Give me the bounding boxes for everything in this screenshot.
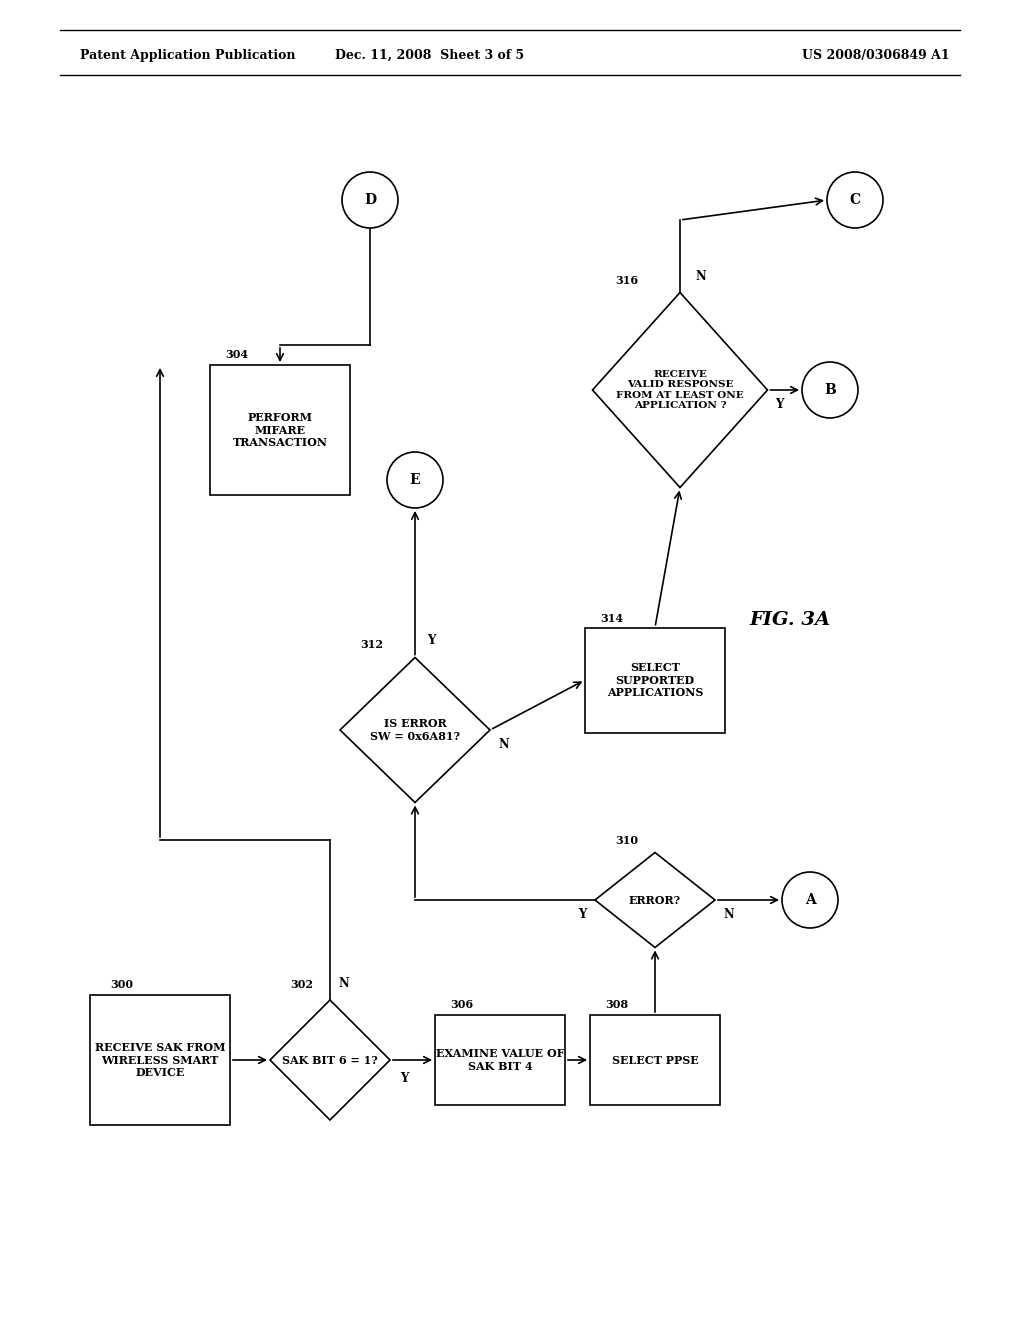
Text: D: D: [364, 193, 376, 207]
Text: 312: 312: [360, 639, 383, 651]
Text: Y: Y: [579, 908, 587, 921]
Text: Dec. 11, 2008  Sheet 3 of 5: Dec. 11, 2008 Sheet 3 of 5: [336, 49, 524, 62]
Text: 306: 306: [450, 999, 473, 1011]
Text: RECEIVE SAK FROM
WIRELESS SMART
DEVICE: RECEIVE SAK FROM WIRELESS SMART DEVICE: [95, 1041, 225, 1078]
FancyBboxPatch shape: [435, 1015, 565, 1105]
Text: SELECT PPSE: SELECT PPSE: [611, 1055, 698, 1065]
Text: SAK BIT 6 = 1?: SAK BIT 6 = 1?: [283, 1055, 378, 1065]
FancyBboxPatch shape: [90, 995, 230, 1125]
Circle shape: [827, 172, 883, 228]
Text: N: N: [338, 977, 349, 990]
Polygon shape: [595, 853, 715, 948]
Text: SELECT
SUPPORTED
APPLICATIONS: SELECT SUPPORTED APPLICATIONS: [607, 661, 703, 698]
Circle shape: [782, 873, 838, 928]
Text: Patent Application Publication: Patent Application Publication: [80, 49, 296, 62]
Text: IS ERROR
SW = 0x6A81?: IS ERROR SW = 0x6A81?: [370, 718, 460, 742]
Text: RECEIVE
VALID RESPONSE
FROM AT LEAST ONE
APPLICATION ?: RECEIVE VALID RESPONSE FROM AT LEAST ONE…: [616, 370, 743, 411]
Polygon shape: [593, 293, 768, 487]
Text: 300: 300: [110, 979, 133, 990]
Text: C: C: [850, 193, 860, 207]
Text: ERROR?: ERROR?: [629, 895, 681, 906]
Text: Y: Y: [427, 635, 435, 648]
Polygon shape: [270, 1001, 390, 1119]
Text: N: N: [498, 738, 509, 751]
Text: 310: 310: [615, 834, 638, 846]
Text: PERFORM
MIFARE
TRANSACTION: PERFORM MIFARE TRANSACTION: [232, 412, 328, 449]
Circle shape: [802, 362, 858, 418]
Text: EXAMINE VALUE OF
SAK BIT 4: EXAMINE VALUE OF SAK BIT 4: [435, 1048, 564, 1072]
Text: 302: 302: [290, 979, 313, 990]
FancyBboxPatch shape: [210, 366, 350, 495]
FancyBboxPatch shape: [590, 1015, 720, 1105]
FancyBboxPatch shape: [585, 627, 725, 733]
Text: A: A: [805, 894, 815, 907]
Circle shape: [387, 451, 443, 508]
Text: 314: 314: [600, 612, 624, 623]
Text: US 2008/0306849 A1: US 2008/0306849 A1: [803, 49, 950, 62]
Text: N: N: [695, 269, 706, 282]
Text: 316: 316: [615, 275, 638, 285]
Text: E: E: [410, 473, 420, 487]
Text: Y: Y: [400, 1072, 409, 1085]
Text: N: N: [723, 908, 734, 921]
Text: Y: Y: [775, 399, 784, 412]
Text: FIG. 3A: FIG. 3A: [750, 611, 830, 630]
Circle shape: [342, 172, 398, 228]
Text: 304: 304: [225, 350, 248, 360]
Polygon shape: [340, 657, 490, 803]
Text: 308: 308: [605, 999, 628, 1011]
Text: B: B: [824, 383, 836, 397]
